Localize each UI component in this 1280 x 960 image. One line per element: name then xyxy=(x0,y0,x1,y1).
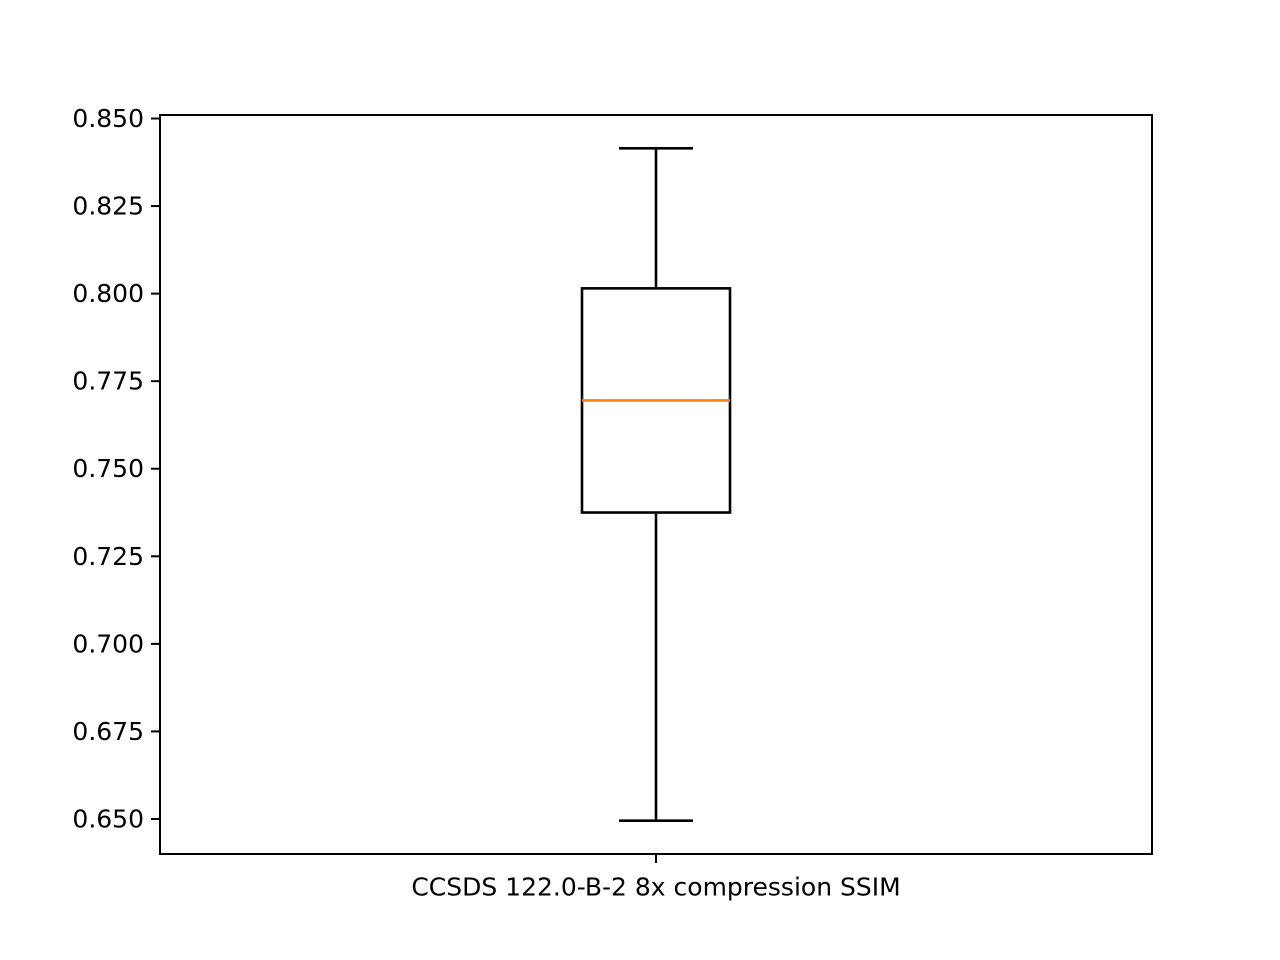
y-tick-label: 0.700 xyxy=(72,629,144,658)
axes: 0.650 0.675 0.700 0.725 0.750 0.775 0.800 0.825… xyxy=(72,104,1153,902)
y-tick-label: 0.725 xyxy=(72,542,144,571)
y-tick-label: 0.850 xyxy=(72,104,144,133)
plot-area xyxy=(580,146,732,823)
box-0 xyxy=(580,146,732,823)
y-tick-label: 0.825 xyxy=(72,192,144,221)
y-tick-label: 0.750 xyxy=(72,454,144,483)
y-tick-label: 0.775 xyxy=(72,367,144,396)
y-tick-label: 0.650 xyxy=(72,804,144,833)
x-tick-label: CCSDS 122.0-B-2 8x compression SSIM xyxy=(411,873,900,902)
y-tick-label: 0.675 xyxy=(72,717,144,746)
y-tick-label: 0.800 xyxy=(72,279,144,308)
